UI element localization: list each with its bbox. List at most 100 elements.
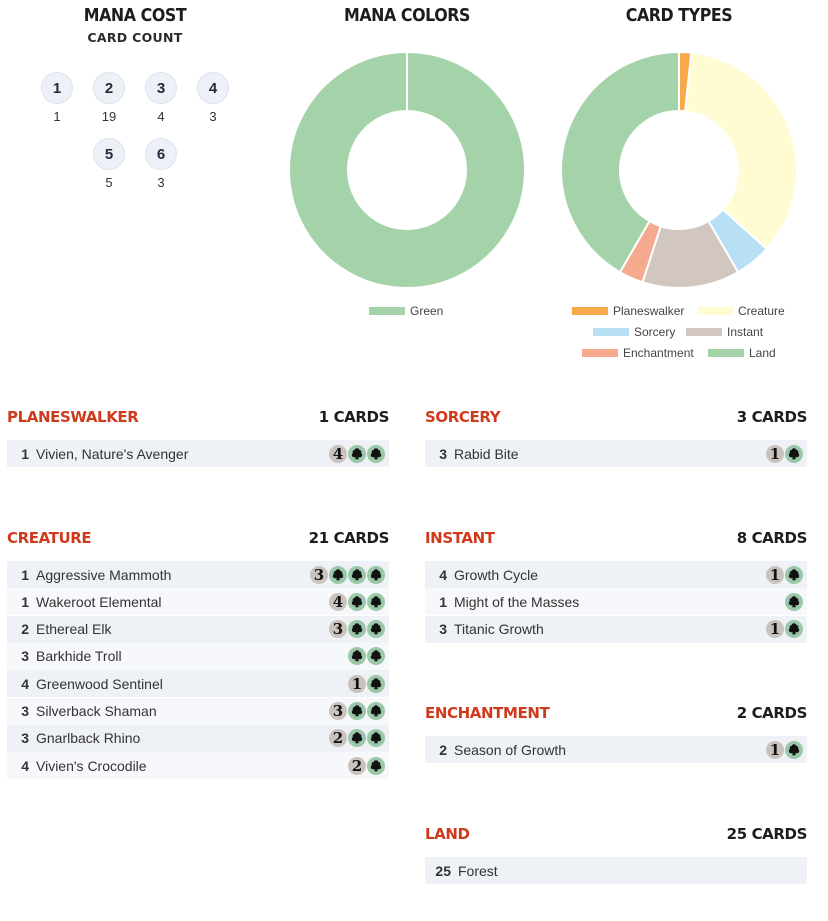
card-row[interactable]: 1 Vivien, Nature's Avenger 4 [7,440,389,467]
card-name[interactable]: Growth Cycle [454,566,539,583]
green-mana-icon [785,620,803,639]
card-name[interactable]: Wakeroot Elemental [36,593,162,610]
card-quantity: 25 [435,862,451,879]
group-title-instant: INSTANT [425,529,495,547]
green-mana-icon [329,565,347,584]
legend-item-creature[interactable]: Creature [697,304,785,318]
card-row[interactable]: 4 Greenwood Sentinel 1 [7,670,389,698]
card-name[interactable]: Gnarlback Rhino [36,730,141,747]
group-count-creature: 21 CARDS [308,529,390,547]
green-mana-icon [367,674,385,693]
card-row[interactable]: 3 Titanic Growth 1 [425,615,807,643]
legend-item-planeswalker[interactable]: Planeswalker [572,304,684,318]
mana-cost-symbols [348,647,385,666]
group-count-land: 25 CARDS [726,825,808,843]
card-name[interactable]: Vivien's Crocodile [36,757,147,774]
card-name[interactable]: Ethereal Elk [36,621,112,638]
generic-mana-icon: 2 [348,756,366,775]
card-row[interactable]: 1 Aggressive Mammoth 3 [7,561,389,588]
mana-cost-count: 4 [157,109,165,124]
card-row[interactable]: 25 Forest [425,857,807,884]
card-row[interactable]: 1 Wakeroot Elemental 4 [7,588,389,616]
mana-cost-value: 2 [93,72,125,104]
mana-cost-value: 6 [145,138,177,170]
legend-label: Instant [727,325,764,339]
green-mana-icon [367,702,385,720]
group-count-planeswalker: 1 CARDS [318,408,390,426]
card-name[interactable]: Silverback Shaman [36,703,157,719]
generic-mana-icon: 4 [329,592,347,611]
card-row[interactable]: 3 Barkhide Troll [7,642,389,670]
mana-cost-value: 1 [41,72,73,104]
card-count-subtitle: CARD COUNT [87,30,183,45]
green-mana-icon [367,756,385,775]
slice-creature [684,51,798,251]
card-name[interactable]: Titanic Growth [454,621,544,638]
green-mana-icon [785,740,803,759]
green-mana-icon [348,592,366,611]
mana-cost-symbols: 1 [348,674,385,693]
mana-cost-symbols: 1 [766,620,803,639]
card-row[interactable]: 4 Vivien's Crocodile 2 [7,752,389,780]
legend-label: Green [410,304,444,318]
group-title-sorcery: SORCERY [425,408,501,426]
card-name[interactable]: Vivien, Nature's Avenger [36,445,189,462]
legend-swatch [572,307,608,315]
card-row[interactable]: 2 Season of Growth 1 [425,736,807,763]
green-mana-icon [785,565,803,584]
card-quantity: 4 [21,757,29,774]
card-name[interactable]: Barkhide Troll [36,648,122,665]
generic-mana-icon: 3 [310,565,328,584]
generic-mana-icon: 1 [766,620,784,639]
card-types-donut-chart [560,50,798,289]
card-quantity: 3 [439,621,447,638]
card-name[interactable]: Aggressive Mammoth [36,566,172,583]
mana-cost-value: 4 [197,72,229,104]
legend-item-land[interactable]: Land [708,346,776,360]
card-name[interactable]: Greenwood Sentinel [36,675,163,692]
green-mana-icon [348,647,366,666]
mana-colors-donut-chart [288,51,526,289]
legend-item-enchantment[interactable]: Enchantment [582,346,694,360]
card-name[interactable]: Season of Growth [454,741,567,758]
mana-cost-value: 3 [145,72,177,104]
card-row[interactable]: 3 Silverback Shaman 3 [7,697,389,725]
mana-cost-symbols: 4 [329,592,385,611]
card-quantity: 1 [21,593,29,610]
mana-cost-value: 5 [93,138,125,170]
legend-swatch [708,349,744,357]
card-quantity: 3 [21,703,29,719]
green-mana-icon [785,444,803,463]
generic-mana-icon: 1 [766,444,784,463]
card-quantity: 2 [439,741,447,758]
mana-cost-count: 1 [53,109,61,124]
legend-item-sorcery[interactable]: Sorcery [593,325,675,339]
card-row[interactable]: 4 Growth Cycle 1 [425,561,807,588]
card-row[interactable]: 2 Ethereal Elk 3 [7,615,389,643]
card-row[interactable]: 3 Gnarlback Rhino 2 [7,724,389,752]
card-name[interactable]: Forest [458,862,498,879]
legend-item-instant[interactable]: Instant [686,325,763,339]
card-row[interactable]: 1 Might of the Masses [425,588,807,616]
card-name[interactable]: Might of the Masses [454,593,580,610]
card-row[interactable]: 3 Rabid Bite 1 [425,440,807,467]
legend-item-green[interactable]: Green [369,304,443,318]
card-quantity: 3 [439,445,447,462]
legend-swatch [686,328,722,336]
legend-label: Land [749,346,776,360]
generic-mana-icon: 2 [329,729,347,748]
mana-cost-symbols: 4 [329,444,385,463]
legend-label: Enchantment [623,346,694,360]
legend-swatch [369,307,405,315]
generic-mana-icon: 3 [329,702,347,720]
legend-label: Sorcery [634,325,676,339]
card-name[interactable]: Rabid Bite [454,445,519,462]
group-count-instant: 8 CARDS [736,529,808,547]
mana-cost-symbols: 3 [329,702,385,720]
green-mana-icon [367,647,385,666]
green-mana-icon [367,592,385,611]
mana-cost-count: 19 [101,109,117,124]
mana-cost-symbols: 1 [766,444,803,463]
green-mana-icon [785,592,803,611]
